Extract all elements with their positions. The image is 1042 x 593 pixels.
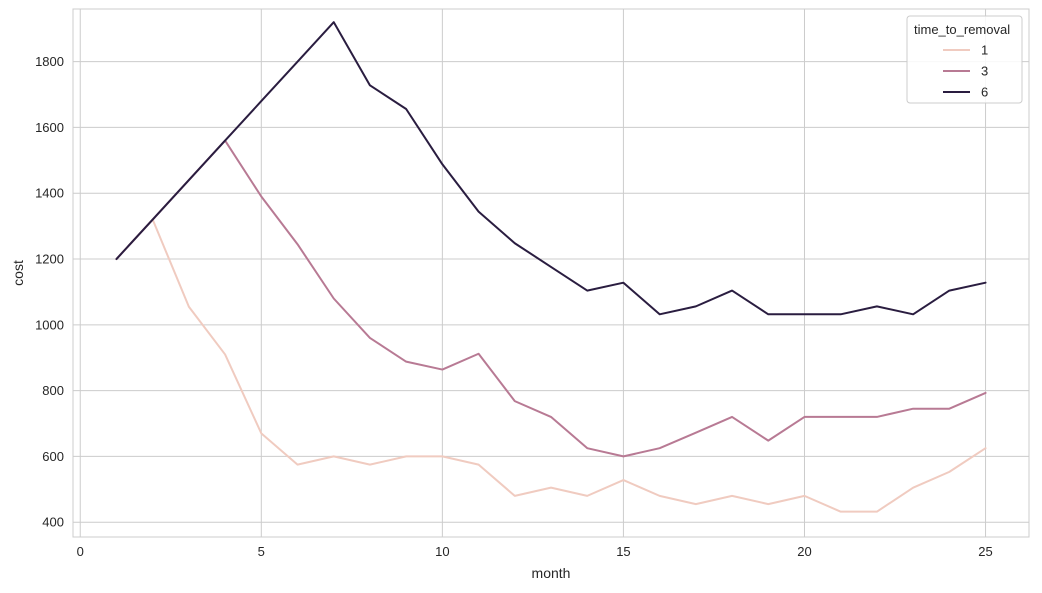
x-tick-label: 5 — [258, 544, 265, 559]
x-tick-label: 0 — [77, 544, 84, 559]
legend: time_to_removal 1 3 6 — [906, 15, 1023, 104]
legend-box — [906, 15, 1023, 104]
series-line-1 — [115, 218, 987, 513]
y-tick-label: 1600 — [35, 120, 64, 135]
y-axis-label: cost — [10, 260, 26, 286]
x-tick-label: 10 — [435, 544, 449, 559]
legend-title: time_to_removal — [914, 22, 1010, 37]
legend-items: 1 3 6 — [943, 43, 988, 100]
series-1 — [115, 218, 987, 513]
x-tick-label: 20 — [797, 544, 811, 559]
y-tick-label: 400 — [42, 515, 64, 530]
x-tick-label: 15 — [616, 544, 630, 559]
series-3 — [115, 139, 987, 458]
legend-label: 3 — [981, 64, 988, 79]
x-tick-label: 25 — [978, 544, 992, 559]
tick-labels: 0 5 10 15 20 25 400 600 800 1000 1200 1400 1600 1800 — [35, 54, 993, 559]
x-axis-label: month — [532, 565, 571, 581]
legend-label: 1 — [981, 43, 988, 58]
legend-item-3: 3 — [943, 64, 988, 79]
legend-item-6: 6 — [943, 85, 988, 100]
series-6 — [115, 21, 987, 316]
plot-frame — [72, 8, 1030, 538]
y-tick-label: 1200 — [35, 252, 64, 267]
y-tick-label: 800 — [42, 383, 64, 398]
y-tick-label: 600 — [42, 449, 64, 464]
legend-label: 6 — [981, 85, 988, 100]
y-tick-label: 1400 — [35, 186, 64, 201]
series-lines — [115, 21, 987, 513]
y-tick-label: 1800 — [35, 54, 64, 69]
series-line-6 — [115, 21, 987, 316]
plot-area-background — [73, 9, 1029, 537]
legend-item-1: 1 — [943, 43, 988, 58]
y-tick-label: 1000 — [35, 317, 64, 332]
series-line-3 — [115, 139, 987, 458]
